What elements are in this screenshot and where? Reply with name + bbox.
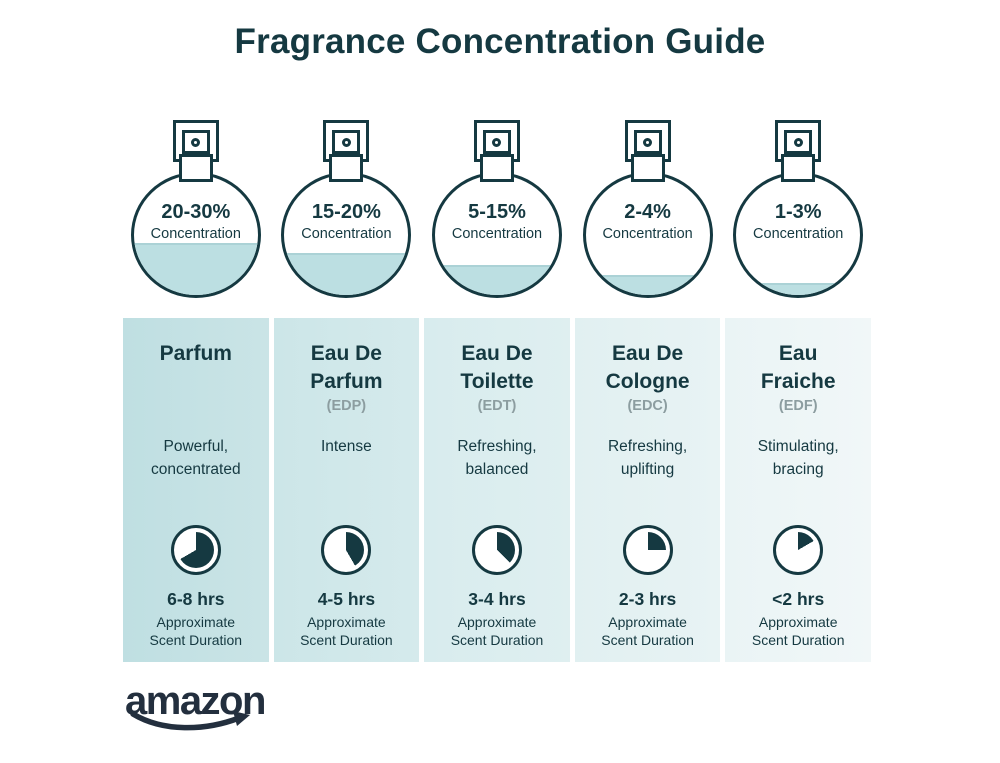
perfume-bottle: 15-20% Concentration bbox=[274, 120, 420, 312]
bottle-body: 5-15% Concentration bbox=[431, 172, 562, 298]
clock-icon bbox=[773, 525, 824, 575]
concentration-range: 5-15% bbox=[468, 201, 526, 223]
duration-value: <2 hrs bbox=[772, 589, 825, 609]
fragrance-abbreviation: (EDP) bbox=[326, 398, 367, 414]
clock-wedge bbox=[177, 532, 214, 568]
scent-duration-label: Scent Duration bbox=[300, 632, 393, 648]
spray-cap-icon bbox=[323, 120, 370, 182]
fragrance-name: Parfum bbox=[159, 342, 232, 365]
cards-row: Parfum Powerful, concentrated 6-8 hrs Ap… bbox=[123, 318, 871, 662]
concentration-range: 2-4% bbox=[624, 201, 671, 223]
duration-caption: Approximate Scent Duration bbox=[752, 613, 845, 649]
clock-wedge bbox=[629, 532, 666, 568]
fragrance-description: Powerful, concentrated bbox=[150, 438, 241, 478]
concentration-label: Concentration bbox=[602, 226, 693, 242]
scent-duration-label: Scent Duration bbox=[601, 632, 694, 648]
amazon-logo: amazon bbox=[125, 679, 275, 733]
approximate-label: Approximate bbox=[307, 614, 386, 630]
approximate-label: Approximate bbox=[156, 614, 236, 630]
fragrance-card: Parfum Powerful, concentrated 6-8 hrs Ap… bbox=[123, 318, 269, 662]
fragrance-description: Refreshing, uplifting bbox=[607, 438, 688, 478]
fragrance-description: Refreshing, balanced bbox=[457, 438, 537, 478]
fragrance-abbreviation: (EDF) bbox=[778, 398, 818, 414]
amazon-smile-icon bbox=[130, 711, 250, 731]
approximate-label: Approximate bbox=[758, 614, 838, 630]
fragrance-card: Eau De Parfum (EDP) Intense 4-5 hrs Appr… bbox=[273, 318, 420, 662]
concentration-range: 15-20% bbox=[311, 201, 381, 223]
duration-caption: Approximate Scent Duration bbox=[149, 613, 242, 649]
bottle-body: 15-20% Concentration bbox=[281, 172, 412, 298]
bottle-body: 1-3% Concentration bbox=[733, 172, 864, 298]
bottle-liquid bbox=[133, 243, 258, 295]
concentration-label: Concentration bbox=[150, 226, 241, 242]
bottle-liquid bbox=[434, 265, 559, 295]
clock-icon bbox=[170, 525, 221, 575]
duration-value: 2-3 hrs bbox=[618, 589, 677, 609]
approximate-label: Approximate bbox=[608, 614, 687, 630]
fragrance-name: Eau De Cologne bbox=[605, 342, 690, 393]
perfume-bottle: 5-15% Concentration bbox=[424, 120, 570, 312]
fragrance-card: Eau Fraiche (EDF) Stimulating, bracing <… bbox=[725, 318, 871, 662]
clock-wedge bbox=[478, 532, 515, 568]
perfume-bottle: 20-30% Concentration bbox=[123, 120, 269, 312]
fragrance-abbreviation: (EDC) bbox=[627, 398, 668, 414]
spray-cap-icon bbox=[775, 120, 822, 182]
approximate-label: Approximate bbox=[457, 614, 537, 630]
bottles-row: 20-30% Concentration 15-20% Concentratio… bbox=[123, 120, 871, 312]
duration-value: 4-5 hrs bbox=[317, 589, 376, 609]
bottle-liquid bbox=[284, 253, 409, 295]
scent-duration-label: Scent Duration bbox=[450, 632, 544, 648]
perfume-bottle: 1-3% Concentration bbox=[725, 120, 871, 312]
fragrance-card: Eau De Toilette (EDT) Refreshing, balanc… bbox=[424, 318, 570, 662]
concentration-range: 1-3% bbox=[774, 201, 822, 223]
duration-caption: Approximate Scent Duration bbox=[451, 613, 544, 649]
fragrance-abbreviation: (EDT) bbox=[477, 398, 517, 414]
scent-duration-label: Scent Duration bbox=[149, 632, 243, 648]
bottle-liquid bbox=[736, 283, 861, 295]
bottle-body: 2-4% Concentration bbox=[582, 172, 713, 298]
concentration-label: Concentration bbox=[451, 226, 543, 242]
clock-icon bbox=[471, 525, 522, 575]
fragrance-description: Stimulating, bracing bbox=[757, 438, 839, 478]
perfume-bottle: 2-4% Concentration bbox=[575, 120, 721, 312]
clock-icon bbox=[321, 525, 372, 575]
duration-value: 3-4 hrs bbox=[468, 589, 526, 609]
fragrance-name: Eau De Toilette bbox=[460, 342, 534, 393]
fragrance-name: Eau Fraiche bbox=[760, 342, 836, 393]
spray-cap-icon bbox=[473, 120, 520, 182]
amazon-logo-text: amazon bbox=[125, 679, 266, 723]
duration-caption: Approximate Scent Duration bbox=[601, 613, 694, 649]
scent-duration-label: Scent Duration bbox=[751, 632, 845, 648]
clock-icon bbox=[622, 525, 673, 575]
clock-wedge bbox=[780, 532, 817, 568]
spray-cap-icon bbox=[172, 120, 219, 182]
page-title: Fragrance Concentration Guide bbox=[234, 22, 766, 61]
concentration-label: Concentration bbox=[753, 226, 844, 242]
duration-value: 6-8 hrs bbox=[167, 589, 225, 609]
concentration-range: 20-30% bbox=[161, 201, 231, 223]
concentration-label: Concentration bbox=[301, 226, 392, 242]
fragrance-name: Eau De Parfum bbox=[310, 342, 383, 393]
bottle-liquid bbox=[585, 274, 710, 295]
fragrance-card: Eau De Cologne (EDC) Refreshing, uplifti… bbox=[574, 318, 721, 662]
clock-wedge bbox=[328, 532, 365, 568]
fragrance-description: Intense bbox=[320, 438, 372, 455]
spray-cap-icon bbox=[624, 120, 671, 182]
duration-caption: Approximate Scent Duration bbox=[300, 613, 393, 649]
bottle-body: 20-30% Concentration bbox=[130, 172, 261, 298]
